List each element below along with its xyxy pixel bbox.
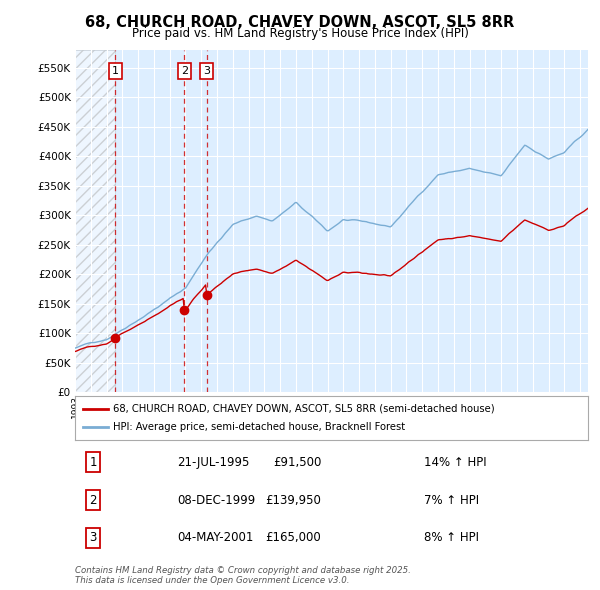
- Text: 1: 1: [89, 455, 97, 468]
- Text: £91,500: £91,500: [273, 455, 321, 468]
- Text: Contains HM Land Registry data © Crown copyright and database right 2025.
This d: Contains HM Land Registry data © Crown c…: [75, 566, 411, 585]
- Text: 2: 2: [89, 493, 97, 507]
- Text: 1: 1: [112, 66, 119, 76]
- Text: 7% ↑ HPI: 7% ↑ HPI: [424, 493, 479, 507]
- Text: 3: 3: [203, 66, 210, 76]
- Text: 68, CHURCH ROAD, CHAVEY DOWN, ASCOT, SL5 8RR: 68, CHURCH ROAD, CHAVEY DOWN, ASCOT, SL5…: [85, 15, 515, 30]
- Text: Price paid vs. HM Land Registry's House Price Index (HPI): Price paid vs. HM Land Registry's House …: [131, 27, 469, 40]
- Text: 3: 3: [89, 532, 97, 545]
- Text: £139,950: £139,950: [265, 493, 321, 507]
- Text: 8% ↑ HPI: 8% ↑ HPI: [424, 532, 479, 545]
- Text: 04-MAY-2001: 04-MAY-2001: [178, 532, 254, 545]
- Text: £165,000: £165,000: [265, 532, 321, 545]
- Text: 08-DEC-1999: 08-DEC-1999: [178, 493, 256, 507]
- Text: 21-JUL-1995: 21-JUL-1995: [178, 455, 250, 468]
- Text: 14% ↑ HPI: 14% ↑ HPI: [424, 455, 487, 468]
- Text: HPI: Average price, semi-detached house, Bracknell Forest: HPI: Average price, semi-detached house,…: [113, 422, 406, 432]
- Bar: [75, 50, 115, 392]
- Text: 2: 2: [181, 66, 188, 76]
- Text: 68, CHURCH ROAD, CHAVEY DOWN, ASCOT, SL5 8RR (semi-detached house): 68, CHURCH ROAD, CHAVEY DOWN, ASCOT, SL5…: [113, 404, 495, 414]
